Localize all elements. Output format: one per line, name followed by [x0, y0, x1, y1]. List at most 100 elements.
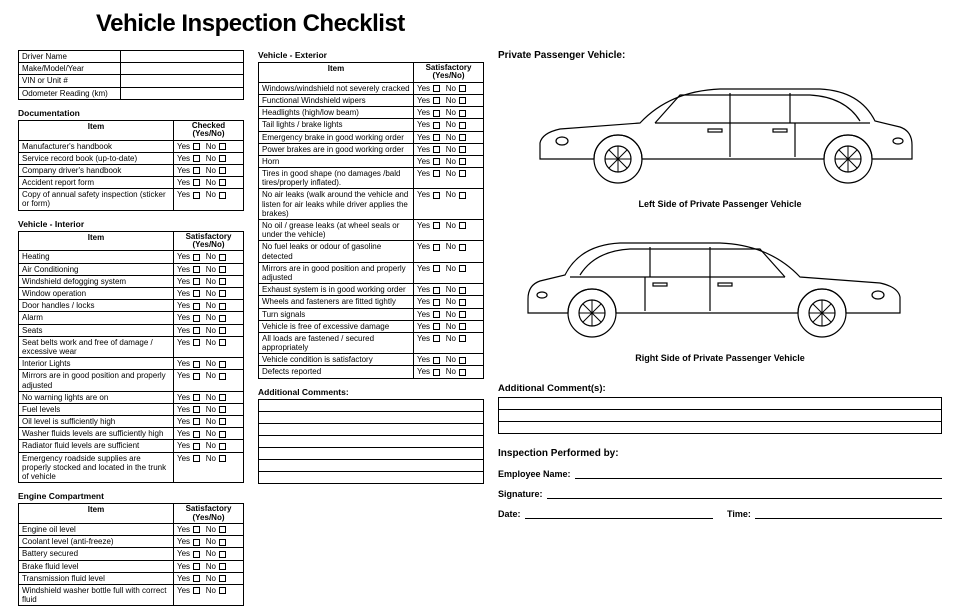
yes-checkbox[interactable]	[193, 526, 200, 533]
no-checkbox[interactable]	[459, 122, 466, 129]
comment-line[interactable]	[259, 447, 484, 459]
yes-checkbox[interactable]	[193, 266, 200, 273]
yes-checkbox[interactable]	[433, 299, 440, 306]
no-checkbox[interactable]	[459, 192, 466, 199]
yes-checkbox[interactable]	[433, 265, 440, 272]
info-value[interactable]	[121, 75, 244, 87]
yes-checkbox[interactable]	[193, 327, 200, 334]
no-checkbox[interactable]	[219, 361, 226, 368]
no-checkbox[interactable]	[459, 244, 466, 251]
yes-checkbox[interactable]	[433, 311, 440, 318]
yes-checkbox[interactable]	[193, 361, 200, 368]
yes-checkbox[interactable]	[193, 394, 200, 401]
yes-checkbox[interactable]	[433, 357, 440, 364]
no-checkbox[interactable]	[219, 278, 226, 285]
no-checkbox[interactable]	[219, 303, 226, 310]
time-field[interactable]	[755, 509, 942, 519]
yes-checkbox[interactable]	[193, 143, 200, 150]
yes-checkbox[interactable]	[193, 315, 200, 322]
comment-line[interactable]	[259, 423, 484, 435]
no-checkbox[interactable]	[219, 551, 226, 558]
signature-field[interactable]	[547, 489, 942, 499]
comment-line[interactable]	[259, 459, 484, 471]
yes-checkbox[interactable]	[193, 587, 200, 594]
no-checkbox[interactable]	[219, 373, 226, 380]
yes-checkbox[interactable]	[433, 110, 440, 117]
yes-checkbox[interactable]	[193, 406, 200, 413]
comment-line[interactable]	[259, 411, 484, 423]
yes-checkbox[interactable]	[193, 179, 200, 186]
yes-checkbox[interactable]	[193, 373, 200, 380]
yes-checkbox[interactable]	[433, 244, 440, 251]
no-checkbox[interactable]	[219, 167, 226, 174]
yes-checkbox[interactable]	[433, 85, 440, 92]
no-checkbox[interactable]	[219, 179, 226, 186]
comment-line[interactable]	[498, 422, 942, 434]
no-checkbox[interactable]	[219, 254, 226, 261]
yes-checkbox[interactable]	[193, 563, 200, 570]
no-checkbox[interactable]	[219, 192, 226, 199]
no-checkbox[interactable]	[219, 431, 226, 438]
no-checkbox[interactable]	[459, 222, 466, 229]
info-value[interactable]	[121, 63, 244, 75]
yes-checkbox[interactable]	[433, 97, 440, 104]
yes-checkbox[interactable]	[193, 192, 200, 199]
yes-checkbox[interactable]	[433, 287, 440, 294]
no-checkbox[interactable]	[219, 315, 226, 322]
yes-checkbox[interactable]	[193, 431, 200, 438]
comment-line[interactable]	[259, 471, 484, 483]
yes-checkbox[interactable]	[193, 551, 200, 558]
comment-line[interactable]	[259, 435, 484, 447]
no-checkbox[interactable]	[459, 85, 466, 92]
yes-checkbox[interactable]	[433, 146, 440, 153]
no-checkbox[interactable]	[459, 97, 466, 104]
no-checkbox[interactable]	[219, 587, 226, 594]
yes-checkbox[interactable]	[433, 170, 440, 177]
no-checkbox[interactable]	[219, 539, 226, 546]
no-checkbox[interactable]	[459, 146, 466, 153]
no-checkbox[interactable]	[459, 299, 466, 306]
no-checkbox[interactable]	[459, 369, 466, 376]
comment-line[interactable]	[259, 399, 484, 411]
no-checkbox[interactable]	[219, 563, 226, 570]
date-field[interactable]	[525, 509, 713, 519]
no-checkbox[interactable]	[459, 158, 466, 165]
no-checkbox[interactable]	[219, 575, 226, 582]
info-value[interactable]	[121, 87, 244, 99]
yes-checkbox[interactable]	[193, 290, 200, 297]
no-checkbox[interactable]	[459, 311, 466, 318]
yes-checkbox[interactable]	[193, 443, 200, 450]
yes-checkbox[interactable]	[193, 303, 200, 310]
no-checkbox[interactable]	[459, 323, 466, 330]
yes-checkbox[interactable]	[193, 455, 200, 462]
yes-checkbox[interactable]	[433, 222, 440, 229]
no-checkbox[interactable]	[219, 455, 226, 462]
no-checkbox[interactable]	[219, 394, 226, 401]
no-checkbox[interactable]	[219, 143, 226, 150]
no-checkbox[interactable]	[219, 443, 226, 450]
comment-line[interactable]	[498, 410, 942, 422]
no-checkbox[interactable]	[219, 418, 226, 425]
yes-checkbox[interactable]	[193, 254, 200, 261]
yes-checkbox[interactable]	[193, 339, 200, 346]
no-checkbox[interactable]	[459, 265, 466, 272]
no-checkbox[interactable]	[219, 406, 226, 413]
employee-name-field[interactable]	[575, 469, 942, 479]
yes-checkbox[interactable]	[433, 134, 440, 141]
no-checkbox[interactable]	[219, 290, 226, 297]
no-checkbox[interactable]	[459, 335, 466, 342]
no-checkbox[interactable]	[219, 266, 226, 273]
no-checkbox[interactable]	[459, 134, 466, 141]
yes-checkbox[interactable]	[193, 155, 200, 162]
yes-checkbox[interactable]	[193, 167, 200, 174]
yes-checkbox[interactable]	[193, 418, 200, 425]
yes-checkbox[interactable]	[433, 192, 440, 199]
no-checkbox[interactable]	[459, 287, 466, 294]
no-checkbox[interactable]	[459, 170, 466, 177]
yes-checkbox[interactable]	[433, 369, 440, 376]
no-checkbox[interactable]	[459, 110, 466, 117]
yes-checkbox[interactable]	[433, 335, 440, 342]
info-value[interactable]	[121, 51, 244, 63]
yes-checkbox[interactable]	[193, 539, 200, 546]
yes-checkbox[interactable]	[193, 575, 200, 582]
